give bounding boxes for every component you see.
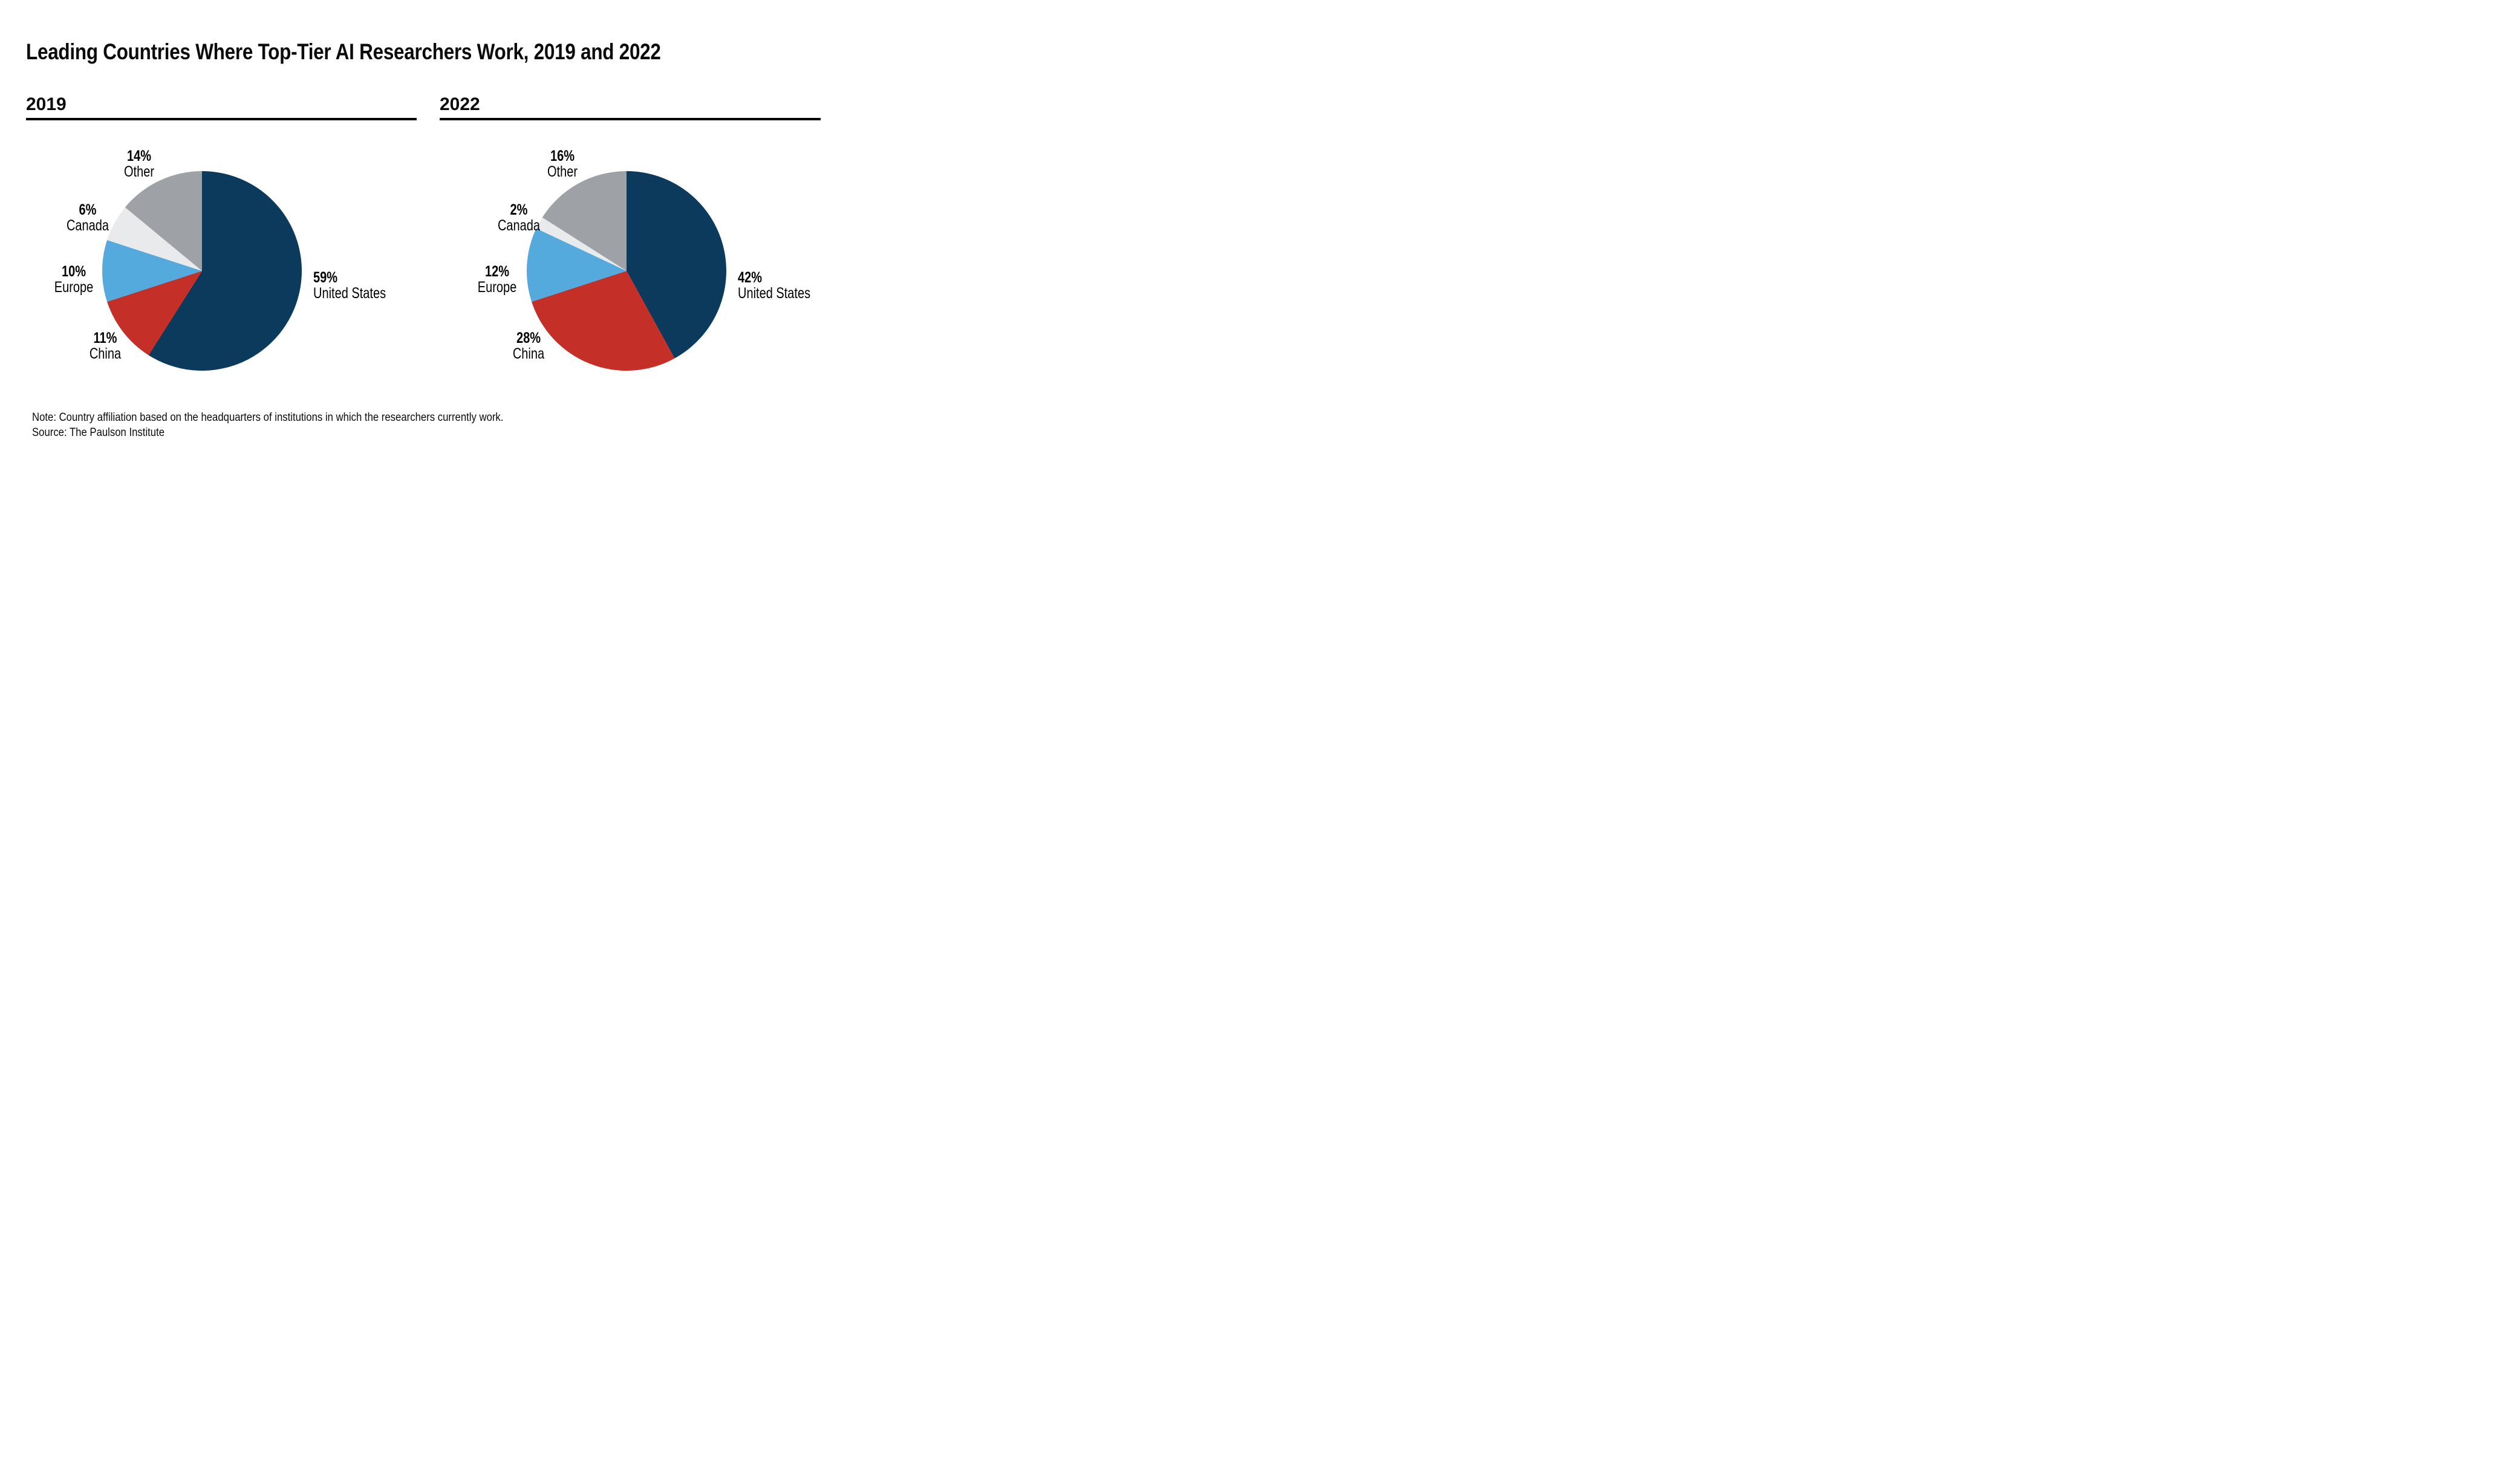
pie-chart-2022	[527, 171, 726, 371]
sector-2022-europe	[527, 228, 627, 302]
label-2019-china: 11% China	[62, 330, 149, 362]
label-2022-canada-pct: 2%	[510, 201, 528, 218]
pie-svg-2022	[527, 171, 726, 371]
infographic-canvas: { "page": { "title": "Leading Countries …	[0, 0, 840, 490]
sector-2019-united-states	[148, 171, 302, 371]
sector-2022-united-states	[627, 171, 726, 359]
section-header-2022: 2022	[440, 94, 480, 114]
label-2019-other-pct: 14%	[126, 148, 152, 164]
sector-2019-other	[125, 171, 202, 271]
sector-2022-other	[542, 171, 627, 271]
label-2019-united-states-name: United States	[313, 285, 386, 302]
label-2019-china-pct: 11%	[93, 330, 117, 346]
sector-2022-canada	[536, 217, 627, 271]
label-2019-canada: 6% Canada	[44, 202, 131, 233]
label-2019-canada-pct: 6%	[79, 201, 97, 218]
label-2019-united-states: 59% United States	[313, 270, 439, 301]
sector-2022-china	[532, 271, 675, 371]
label-2022-china-pct: 28%	[516, 330, 541, 346]
section-header-2019: 2019	[26, 94, 67, 114]
label-2019-europe-name: Europe	[54, 279, 94, 296]
label-2022-united-states-name: United States	[738, 285, 811, 302]
label-2022-china: 28% China	[485, 330, 572, 362]
pie-chart-2019	[102, 171, 302, 371]
label-2022-europe: 12% Europe	[454, 264, 541, 295]
label-2022-other-pct: 16%	[550, 148, 575, 164]
pie-svg-2019	[102, 171, 302, 371]
label-2019-europe: 10% Europe	[30, 264, 117, 295]
label-2022-europe-name: Europe	[477, 279, 517, 296]
note-line: Note: Country affiliation based on the h…	[32, 411, 504, 424]
sector-2019-europe	[102, 240, 202, 302]
label-2022-china-name: China	[512, 345, 545, 362]
label-2019-europe-pct: 10%	[61, 263, 86, 280]
label-2022-canada: 2% Canada	[475, 202, 562, 233]
section-rule-2019	[26, 118, 417, 120]
section-rule-2022	[440, 118, 821, 120]
sector-2019-canada	[107, 207, 202, 271]
label-2019-united-states-pct: 59%	[313, 269, 338, 286]
page-title: Leading Countries Where Top-Tier AI Rese…	[26, 39, 661, 64]
source-line: Source: The Paulson Institute	[32, 426, 165, 439]
label-2022-other: 16% Other	[519, 148, 606, 180]
label-2022-united-states: 42% United States	[738, 270, 864, 301]
label-2022-canada-name: Canada	[497, 217, 541, 234]
label-2022-europe-pct: 12%	[484, 263, 510, 280]
footnote: Note: Country affiliation based on the h…	[32, 410, 503, 440]
label-2019-other-name: Other	[123, 163, 155, 180]
label-2022-united-states-pct: 42%	[738, 269, 763, 286]
label-2022-other-name: Other	[547, 163, 578, 180]
sector-2019-china	[107, 271, 202, 356]
label-2019-canada-name: Canada	[66, 217, 109, 234]
label-2019-other: 14% Other	[96, 148, 183, 180]
label-2019-china-name: China	[89, 345, 122, 362]
